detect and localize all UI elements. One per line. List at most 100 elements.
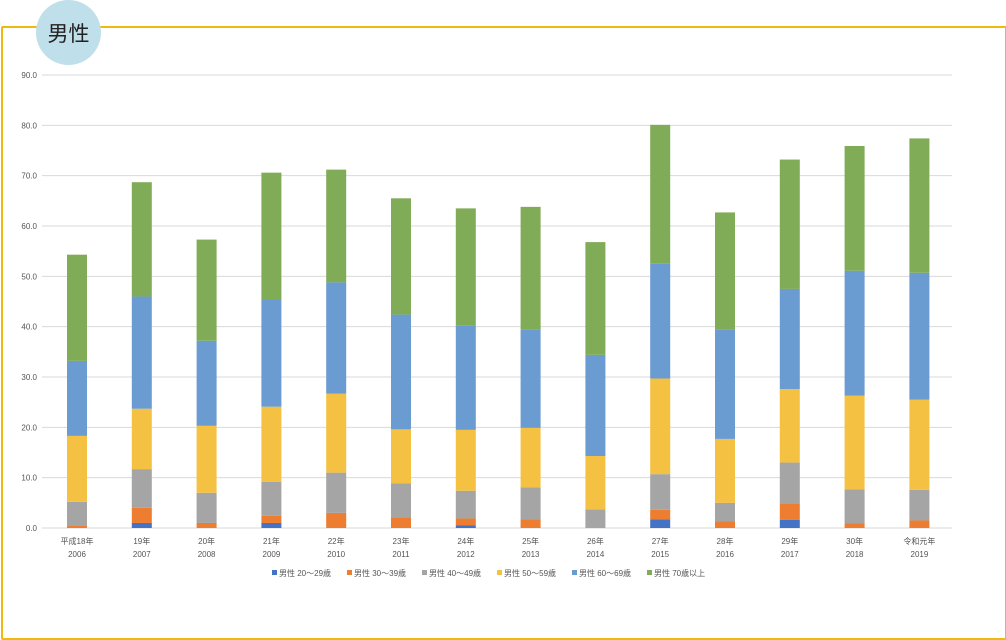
bar-segment (585, 509, 606, 528)
bar-segment (131, 522, 152, 528)
x-tick-era-label: 29年 (781, 536, 798, 546)
bar-segment (585, 242, 606, 355)
x-tick-year-label: 2015 (651, 550, 669, 559)
legend-swatch (347, 570, 352, 575)
bar-segment (650, 509, 671, 520)
bar-segment (585, 354, 606, 457)
legend-label: 男性 30～39歳 (354, 568, 406, 578)
x-tick-year-label: 2011 (392, 550, 410, 559)
bar-segment (67, 360, 87, 436)
x-tick-year-label: 2008 (198, 550, 216, 559)
x-tick-year-label: 2009 (263, 550, 281, 559)
bar-segment (326, 282, 347, 394)
y-tick-label: 70.0 (21, 172, 37, 181)
x-tick-era-label: 22年 (328, 536, 345, 546)
x-tick-era-label: 20年 (198, 536, 215, 546)
bar-segment (909, 138, 930, 273)
bar-segment (131, 182, 152, 297)
bar-segment (520, 329, 541, 428)
bar-segment (520, 519, 541, 528)
x-tick-era-label: 27年 (652, 536, 669, 546)
bar-segment (455, 429, 476, 491)
legend-swatch (572, 570, 577, 575)
bar-segment (131, 507, 152, 523)
bar-segment (196, 425, 217, 493)
x-tick-year-label: 2018 (846, 550, 864, 559)
x-tick-era-label: 21年 (263, 536, 280, 546)
x-tick-year-label: 2006 (68, 550, 86, 559)
bar-segment (391, 429, 411, 484)
x-tick-era-label: 19年 (133, 536, 150, 546)
bar-segment (844, 395, 865, 490)
bar-segment (650, 519, 671, 528)
bar-segment (261, 406, 282, 482)
x-tick-year-label: 2016 (716, 550, 734, 559)
y-tick-label: 60.0 (21, 222, 37, 231)
bar-segment (196, 522, 217, 528)
bar-segment (650, 124, 671, 264)
legend-label: 男性 60～69歳 (579, 568, 631, 578)
y-tick-label: 0.0 (26, 524, 38, 533)
bar-segment (455, 208, 476, 326)
bar-segment (261, 299, 282, 407)
bar-segment (131, 408, 152, 470)
bar-segment (455, 525, 476, 528)
badge-label: 男性 (47, 21, 90, 46)
bar-segment (779, 288, 800, 390)
bar-segment (131, 469, 152, 508)
legend-swatch (497, 570, 502, 575)
bar-segment (261, 481, 282, 516)
bar-segment (520, 206, 541, 330)
bar-segment (909, 272, 930, 400)
x-tick-era-label: 令和元年 (903, 536, 935, 546)
bar-segment (715, 502, 735, 522)
x-tick-year-label: 2013 (522, 550, 540, 559)
y-tick-label: 20.0 (21, 423, 37, 432)
bar-segment (844, 489, 865, 524)
bar-segment (391, 314, 411, 430)
y-tick-label: 10.0 (21, 474, 37, 483)
x-tick-year-label: 2017 (781, 550, 799, 559)
bar-segment (779, 462, 800, 504)
bar-segment (715, 329, 735, 439)
bar-segment (844, 145, 865, 271)
bar-segment (261, 172, 282, 300)
bar-segment (326, 169, 347, 283)
bar-segment (67, 525, 87, 528)
x-tick-year-label: 2019 (911, 550, 929, 559)
bar-segment (715, 212, 735, 330)
x-tick-year-label: 2010 (327, 550, 345, 559)
bar-segment (779, 519, 800, 528)
legend-swatch (272, 570, 277, 575)
bar-segment (909, 399, 930, 490)
y-tick-label: 40.0 (21, 323, 37, 332)
bar-segment (131, 296, 152, 409)
bar-segment (455, 518, 476, 526)
bar-segment (455, 490, 476, 519)
bar-segment (844, 270, 865, 396)
bar-segment (326, 472, 347, 513)
bar-segment (779, 389, 800, 463)
bar-segment (779, 503, 800, 520)
bar-segment (520, 487, 541, 520)
bar-segment (715, 521, 735, 528)
legend-label: 男性 40～49歳 (429, 568, 481, 578)
bar-segment (909, 489, 930, 521)
bar-segment (261, 522, 282, 528)
y-tick-label: 80.0 (21, 121, 37, 130)
bar-segment (715, 438, 735, 503)
x-tick-era-label: 23年 (393, 536, 410, 546)
x-tick-era-label: 26年 (587, 536, 604, 546)
bar-segment (585, 456, 606, 510)
legend-swatch (422, 570, 427, 575)
x-tick-era-label: 24年 (457, 536, 474, 546)
bar-segment (261, 515, 282, 523)
x-tick-year-label: 2012 (457, 550, 475, 559)
bar-segment (196, 239, 217, 341)
y-tick-label: 50.0 (21, 272, 37, 281)
x-tick-era-label: 28年 (717, 536, 734, 546)
bar-segment (650, 378, 671, 475)
x-tick-year-label: 2007 (133, 550, 151, 559)
bar-segment (67, 435, 87, 502)
